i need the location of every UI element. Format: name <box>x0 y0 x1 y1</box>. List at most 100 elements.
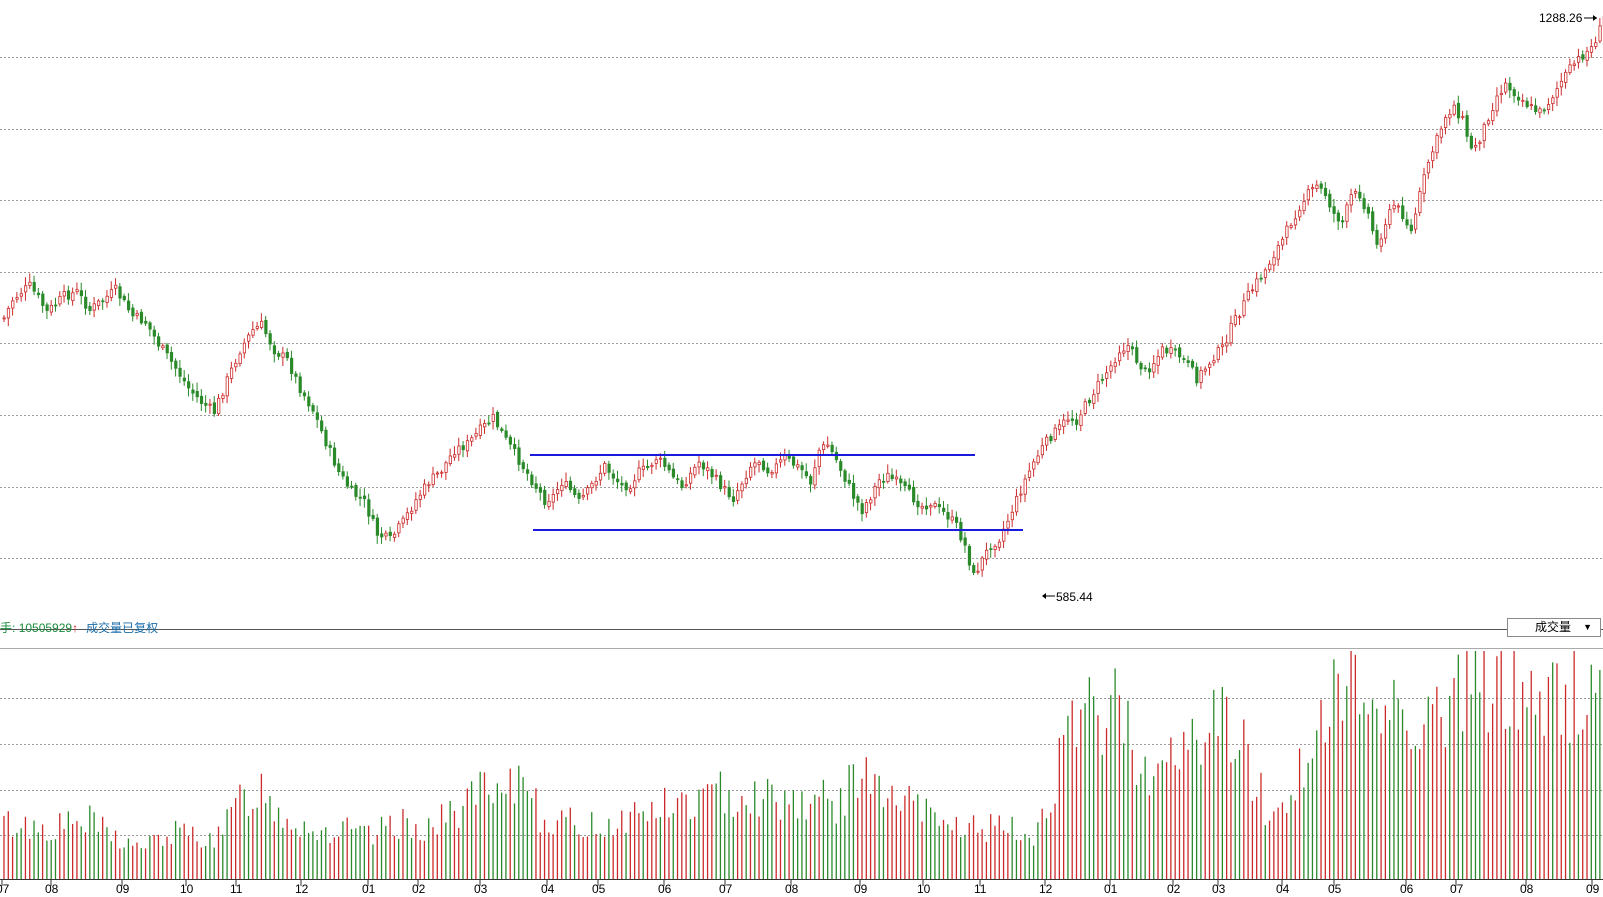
indicator-select[interactable]: 成交量 ▼ <box>1507 618 1601 637</box>
candle-body <box>1087 399 1092 404</box>
candle-body <box>405 512 410 520</box>
candle-body <box>1366 206 1371 214</box>
candle-body <box>392 533 397 538</box>
candle-body <box>1465 115 1469 137</box>
candle-body <box>770 472 774 475</box>
candle-body <box>174 360 178 369</box>
candle-body <box>1032 461 1036 470</box>
x-tick-label: 06 <box>1400 882 1414 896</box>
candle-body <box>873 486 877 499</box>
candle-body <box>1482 124 1486 142</box>
candle-body <box>1242 300 1246 316</box>
candle-body <box>1319 183 1323 189</box>
candle-body <box>813 467 817 486</box>
candle-body <box>946 512 950 520</box>
candle-body <box>474 433 478 437</box>
candle-body <box>500 428 504 432</box>
candle-body <box>1079 414 1083 426</box>
candle-body <box>1564 71 1568 83</box>
candle-body <box>1311 187 1315 190</box>
candle-body <box>779 459 783 463</box>
candle-body <box>972 565 976 573</box>
candle-body <box>1551 97 1555 104</box>
candle-body <box>684 484 688 487</box>
candle-body <box>834 451 839 461</box>
candle-body <box>800 465 804 471</box>
candle-body <box>1512 89 1516 97</box>
candle-body <box>199 395 204 404</box>
candle-body <box>547 500 551 507</box>
candle-body <box>830 444 834 453</box>
candle-body <box>277 353 281 357</box>
candle-body <box>710 469 714 478</box>
candle-body <box>864 502 869 514</box>
candle-body <box>1053 427 1057 440</box>
candle-body <box>423 483 427 496</box>
candle-body <box>1289 225 1293 228</box>
candle-body <box>161 345 165 349</box>
candle-body <box>1100 378 1105 381</box>
candle-body <box>212 402 217 414</box>
candle-body <box>959 521 963 541</box>
candle-body <box>1015 495 1019 513</box>
candle-body <box>362 495 367 500</box>
candle-body <box>916 500 920 508</box>
candle-body <box>1190 360 1195 368</box>
candle-body <box>1581 54 1585 60</box>
candle-body <box>1212 360 1216 364</box>
candle-body <box>1225 342 1229 347</box>
candle-body <box>208 403 212 406</box>
candle-body <box>976 570 980 573</box>
x-tick-label: 02 <box>412 882 426 896</box>
candle-body <box>414 499 418 511</box>
candle-body <box>375 517 380 536</box>
candle-body <box>1023 478 1027 495</box>
candle-body <box>1401 205 1405 220</box>
candle-body <box>1371 211 1375 232</box>
x-tick-label: 03 <box>1212 882 1226 896</box>
candle-body <box>109 289 114 298</box>
candle-body <box>315 412 319 420</box>
candle-body <box>380 533 384 538</box>
candle-body <box>1238 316 1242 319</box>
candle-body <box>1349 194 1353 206</box>
candle-body <box>457 445 461 455</box>
candle-body <box>461 445 465 451</box>
x-tick-label: 11 <box>230 882 243 896</box>
x-tick-label: 04 <box>541 882 555 896</box>
low-arrow-head <box>1042 593 1046 599</box>
candle-body <box>1525 100 1529 108</box>
candle-body <box>791 456 796 466</box>
candle-body <box>1439 128 1443 138</box>
candle-body <box>311 405 315 412</box>
candle-body <box>234 362 238 368</box>
candle-body <box>1568 64 1572 73</box>
candle-body <box>774 463 779 474</box>
candle-body <box>1328 193 1332 208</box>
candle-body <box>1323 187 1328 197</box>
candle-body <box>517 447 521 465</box>
candle-body <box>45 304 49 311</box>
candle-body <box>204 402 208 406</box>
candle-body <box>1250 289 1255 292</box>
candle-body <box>1396 205 1401 208</box>
candle-body <box>114 284 118 289</box>
candle-body <box>435 472 440 475</box>
candle-body <box>15 297 19 300</box>
candle-body <box>1246 290 1250 301</box>
candle-body <box>478 424 482 436</box>
candle-body <box>744 477 748 485</box>
candle-body <box>525 469 530 474</box>
candle-body <box>290 357 294 374</box>
candle-body <box>1383 224 1388 239</box>
candle-body <box>1130 346 1135 350</box>
candle-body <box>302 392 307 397</box>
candle-body <box>1302 201 1306 211</box>
candle-body <box>1045 436 1049 446</box>
candle-body <box>71 292 75 301</box>
candle-body <box>1405 219 1409 226</box>
candle-body <box>268 333 272 345</box>
candle-body <box>66 290 71 300</box>
candle-body <box>1298 209 1302 218</box>
candle-body <box>401 517 405 524</box>
